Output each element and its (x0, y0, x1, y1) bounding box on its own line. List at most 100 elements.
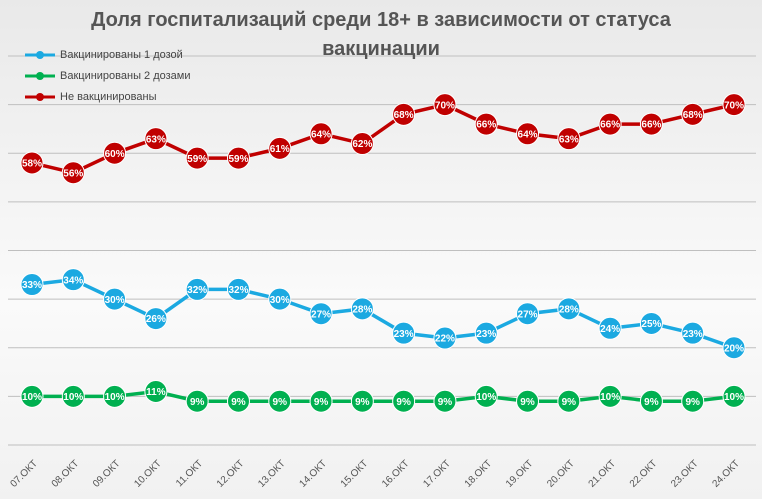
data-label: 23% (476, 329, 496, 340)
data-label: 9% (314, 397, 329, 408)
data-point (20, 384, 44, 408)
data-label: 68% (683, 110, 703, 121)
data-label: 30% (105, 295, 125, 306)
data-point (598, 316, 622, 340)
data-point (309, 122, 333, 146)
data-point (639, 389, 663, 413)
data-label: 63% (146, 134, 166, 145)
series-line (31, 277, 735, 350)
data-point (722, 336, 746, 360)
data-label: 10% (476, 392, 496, 403)
data-point (598, 384, 622, 408)
data-label: 59% (228, 154, 248, 165)
data-label: 28% (559, 304, 579, 315)
legend-label: Вакцинированы 2 дозами (60, 70, 191, 82)
data-point (61, 384, 85, 408)
data-point (226, 277, 250, 301)
data-label: 32% (187, 285, 207, 296)
data-label: 60% (105, 149, 125, 160)
data-label: 20% (724, 343, 744, 354)
x-tick-label: 15.ОКТ (339, 458, 371, 490)
data-label: 9% (520, 397, 535, 408)
data-label: 30% (270, 295, 290, 306)
data-point (226, 146, 250, 170)
data-label: 10% (22, 392, 42, 403)
data-point (474, 112, 498, 136)
data-point (557, 389, 581, 413)
data-point (309, 302, 333, 326)
data-label: 70% (724, 100, 744, 111)
data-point (516, 302, 540, 326)
legend-label: Не вакцинированы (60, 91, 157, 103)
legend-marker (36, 72, 44, 80)
data-point (681, 102, 705, 126)
data-point (268, 287, 292, 311)
data-label: 23% (394, 329, 414, 340)
data-label: 34% (63, 275, 83, 286)
data-point (474, 384, 498, 408)
data-label: 27% (311, 309, 331, 320)
data-point (516, 389, 540, 413)
data-point (474, 321, 498, 345)
data-point (185, 277, 209, 301)
x-tick-label: 11.ОКТ (174, 458, 205, 489)
data-label: 23% (683, 329, 703, 340)
data-point (185, 146, 209, 170)
data-label: 25% (641, 319, 661, 330)
data-point (557, 127, 581, 151)
x-tick-label: 12.ОКТ (215, 458, 247, 490)
x-tick-label: 08.ОКТ (50, 458, 82, 490)
x-tick-label: 19.ОКТ (504, 458, 536, 490)
legend-marker (36, 93, 44, 101)
data-point (103, 287, 127, 311)
data-point (433, 93, 457, 117)
data-point (598, 112, 622, 136)
data-label: 10% (600, 392, 620, 403)
data-label: 9% (273, 397, 288, 408)
x-tick-label: 23.ОКТ (669, 458, 701, 490)
data-point (103, 384, 127, 408)
data-label: 61% (270, 144, 290, 155)
data-label: 9% (231, 397, 246, 408)
data-label: 9% (562, 397, 577, 408)
data-label: 62% (352, 139, 372, 150)
data-point (392, 389, 416, 413)
data-label: 11% (146, 387, 166, 398)
data-point (722, 93, 746, 117)
x-tick-label: 09.ОКТ (91, 458, 123, 490)
data-label: 9% (190, 397, 205, 408)
x-tick-label: 13.ОКТ (256, 458, 288, 490)
data-point (185, 389, 209, 413)
data-label: 9% (355, 397, 370, 408)
data-point (61, 268, 85, 292)
data-point (639, 311, 663, 335)
data-point (144, 127, 168, 151)
data-label: 66% (476, 120, 496, 131)
data-point (681, 389, 705, 413)
data-label: 24% (600, 324, 620, 335)
data-point (268, 389, 292, 413)
data-label: 68% (394, 110, 414, 121)
legend-label: Вакцинированы 1 дозой (60, 49, 183, 61)
data-point (392, 102, 416, 126)
data-label: 63% (559, 134, 579, 145)
data-point (722, 384, 746, 408)
data-label: 10% (724, 392, 744, 403)
data-point (144, 380, 168, 404)
data-point (433, 389, 457, 413)
data-label: 59% (187, 154, 207, 165)
data-point (557, 297, 581, 321)
data-point (144, 307, 168, 331)
x-tick-label: 24.ОКТ (710, 458, 742, 490)
data-point (268, 136, 292, 160)
data-point (350, 389, 374, 413)
x-tick-label: 16.ОКТ (380, 458, 412, 490)
data-point (350, 297, 374, 321)
x-tick-label: 22.ОКТ (628, 458, 660, 490)
data-label: 27% (518, 309, 538, 320)
data-point (350, 132, 374, 156)
data-point (103, 141, 127, 165)
x-tick-label: 14.ОКТ (297, 458, 329, 490)
